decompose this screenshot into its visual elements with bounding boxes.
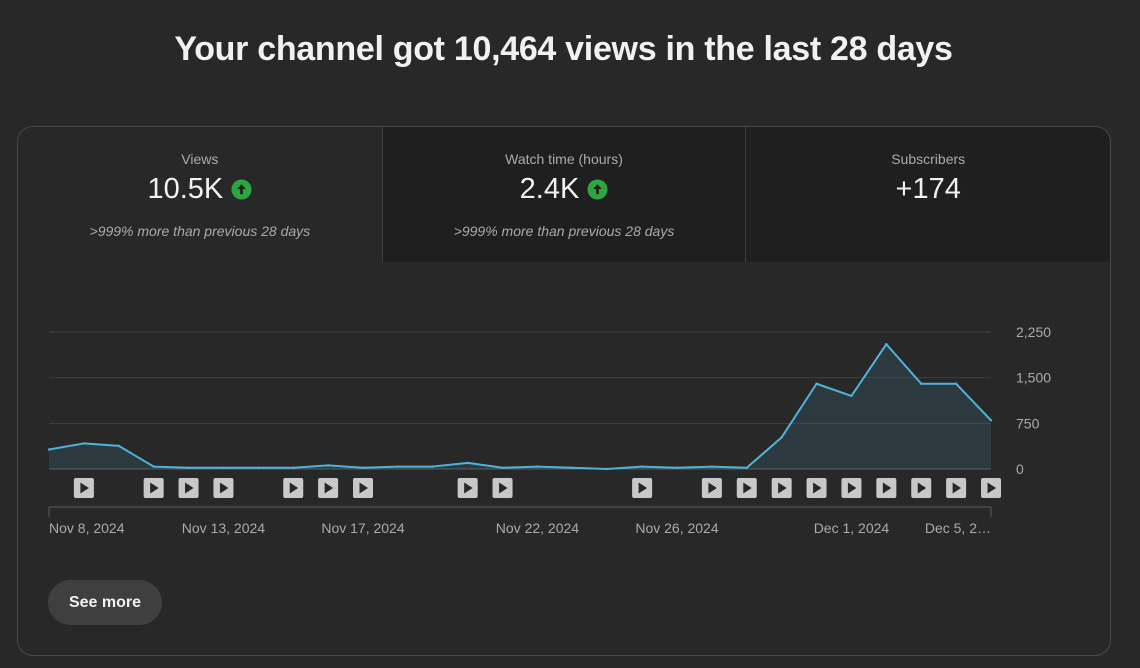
arrow-up-circle-icon [231, 179, 252, 200]
data-point [222, 466, 225, 469]
y-tick-label: 2,250 [1016, 324, 1051, 340]
video-marker-icon[interactable] [736, 478, 757, 498]
tab-watch-time[interactable]: Watch time (hours) 2.4K >999% more than … [382, 127, 747, 262]
video-marker-icon[interactable] [771, 478, 792, 498]
y-tick-label: 750 [1016, 415, 1040, 431]
video-marker-icon[interactable] [318, 478, 339, 498]
video-marker-icon[interactable] [73, 478, 94, 498]
data-point [152, 465, 155, 468]
video-marker-icon[interactable] [213, 478, 234, 498]
data-point [257, 466, 260, 469]
views-chart: 2,250 1,500 750 0 Nov 8, 2024 Nov 13, 2024 Nov… [47, 324, 1051, 536]
page-title: Your channel got 10,464 views in the las… [174, 30, 953, 68]
video-marker-icon[interactable] [178, 478, 199, 498]
data-point [850, 394, 853, 398]
video-marker-icon[interactable] [143, 478, 164, 498]
video-marker-icon[interactable] [946, 478, 967, 498]
data-point [885, 342, 888, 346]
x-tick-label: Nov 26, 2024 [635, 520, 718, 536]
tab-views-label: Views [181, 151, 219, 167]
data-point [745, 466, 748, 469]
y-tick-label: 1,500 [1016, 370, 1051, 386]
video-marker-icon[interactable] [283, 478, 304, 498]
tab-watch-time-value: 2.4K [519, 173, 580, 205]
tab-subscribers-value: +174 [895, 173, 961, 205]
data-point [47, 448, 51, 451]
x-tick-label: Nov 17, 2024 [321, 520, 404, 536]
video-marker-icon[interactable] [841, 478, 862, 498]
data-point [361, 466, 365, 469]
data-point [710, 465, 714, 468]
tab-watch-time-comparison: >999% more than previous 28 days [453, 223, 675, 239]
data-point [536, 465, 539, 468]
data-point [396, 465, 400, 468]
data-point [292, 466, 295, 469]
data-point [431, 465, 434, 468]
video-marker-icon[interactable] [981, 478, 1001, 498]
data-point [920, 382, 923, 385]
tab-watch-time-label: Watch time (hours) [505, 151, 623, 167]
tab-views-value: 10.5K [147, 173, 224, 205]
data-point [954, 382, 958, 385]
video-marker-icon[interactable] [353, 478, 373, 498]
video-marker-icon[interactable] [911, 478, 932, 498]
y-tick-label: 0 [1016, 461, 1024, 477]
data-point [815, 382, 818, 385]
video-marker-icon[interactable] [701, 478, 722, 498]
x-tick-label: Nov 13, 2024 [182, 520, 265, 536]
arrow-up-circle-icon [587, 179, 608, 200]
see-more-button[interactable]: See more [48, 580, 162, 625]
video-marker-icon[interactable] [492, 478, 513, 498]
video-marker-icon[interactable] [876, 478, 897, 498]
video-marker-icon[interactable] [457, 478, 478, 498]
data-point [675, 466, 679, 469]
series-area [49, 344, 991, 469]
x-tick-label: Nov 22, 2024 [496, 520, 579, 536]
x-tick-label: Dec 1, 2024 [814, 520, 890, 536]
data-point [780, 436, 783, 439]
series-line [48, 343, 992, 470]
video-marker-icon[interactable] [806, 478, 827, 498]
tab-views-comparison: >999% more than previous 28 days [89, 223, 311, 239]
data-point [989, 419, 993, 422]
tab-subscribers-label: Subscribers [891, 151, 966, 167]
tab-views[interactable]: Views 10.5K >999% more than previous 28 … [18, 127, 383, 262]
data-point [640, 465, 644, 468]
data-point [117, 444, 120, 448]
x-tick-label: Nov 8, 2024 [49, 520, 125, 536]
data-point [187, 466, 190, 469]
data-point [326, 464, 330, 467]
data-point [82, 442, 86, 445]
data-point [501, 466, 504, 469]
analytics-card: Views 10.5K >999% more than previous 28 … [17, 126, 1111, 656]
data-point [571, 466, 574, 469]
data-point [606, 467, 609, 471]
metric-tabs: Views 10.5K >999% more than previous 28 … [18, 127, 1110, 262]
video-marker-icon[interactable] [632, 478, 653, 498]
data-point [466, 461, 469, 465]
tab-subscribers[interactable]: Subscribers +174 [746, 127, 1110, 262]
x-tick-label: Dec 5, 2… [925, 520, 991, 536]
